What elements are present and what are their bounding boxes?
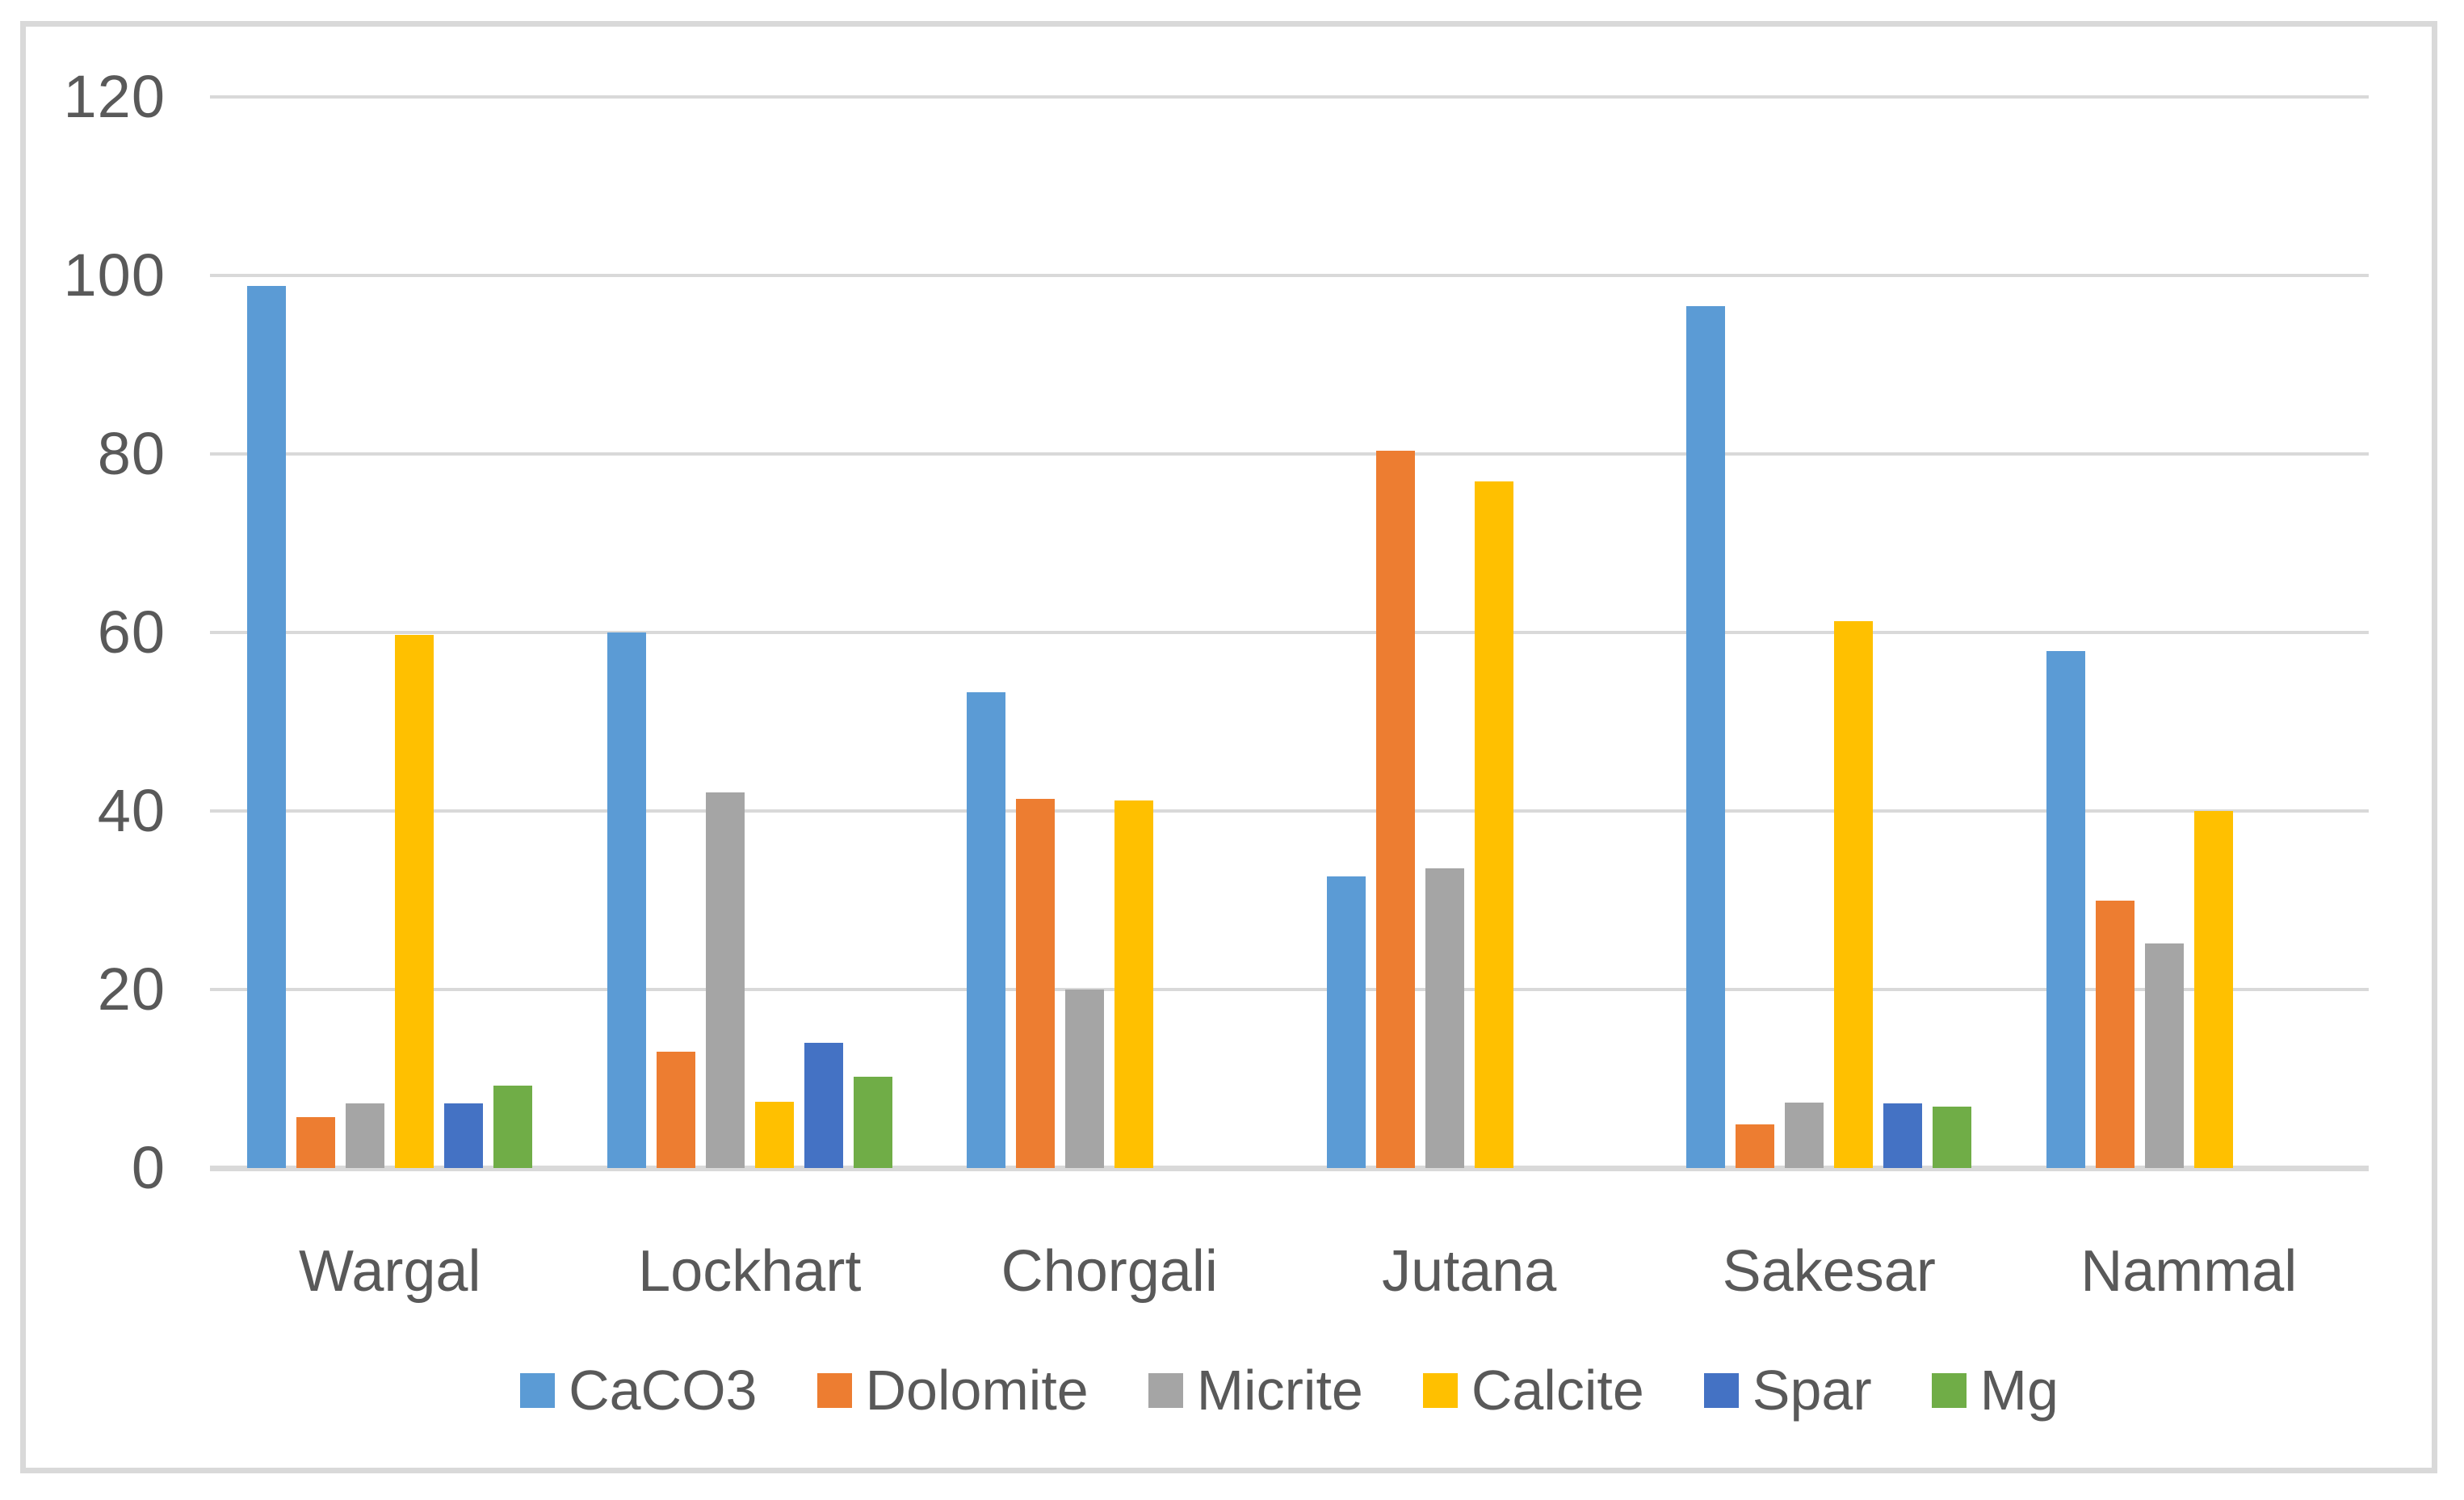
- legend-item-spar: Spar: [1703, 1359, 1872, 1422]
- bar-caco3-jutana: [1326, 876, 1366, 1168]
- bar-calcite-nammal: [2193, 811, 2233, 1168]
- bar-spar-wargal: [444, 1103, 484, 1168]
- x-category-label-wargal: Wargal: [299, 1239, 481, 1304]
- bar-caco3-chorgali: [967, 692, 1006, 1168]
- y-tick-label: 0: [131, 1134, 166, 1201]
- y-tick-label: 20: [97, 956, 166, 1023]
- legend-label: Spar: [1752, 1359, 1872, 1422]
- legend-swatch-icon: [520, 1372, 556, 1408]
- legend-label: Dolomite: [865, 1359, 1089, 1422]
- x-category-label-jutana: Jutana: [1382, 1239, 1557, 1304]
- legend-swatch-icon: [1703, 1372, 1739, 1408]
- legend-label: Micrite: [1196, 1359, 1363, 1422]
- gridline: [210, 809, 2369, 813]
- bar-micrite-wargal: [346, 1103, 385, 1168]
- bar-micrite-lockhart: [705, 792, 745, 1168]
- bar-caco3-nammal: [2046, 651, 2085, 1168]
- bar-calcite-chorgali: [1114, 800, 1154, 1168]
- legend-item-calcite: Calcite: [1422, 1359, 1644, 1422]
- bar-dolomite-lockhart: [656, 1052, 695, 1168]
- legend-label: Mg: [1979, 1359, 2059, 1422]
- bar-caco3-lockhart: [607, 632, 646, 1168]
- bar-dolomite-nammal: [2095, 900, 2134, 1168]
- bar-mg-wargal: [493, 1086, 533, 1168]
- legend-item-mg: Mg: [1931, 1359, 2059, 1422]
- bar-dolomite-wargal: [296, 1117, 336, 1168]
- x-axis-baseline: [210, 1165, 2369, 1171]
- legend-swatch-icon: [1422, 1372, 1458, 1408]
- legend-swatch-icon: [1148, 1372, 1183, 1408]
- x-category-label-chorgali: Chorgali: [1001, 1239, 1218, 1304]
- legend-item-micrite: Micrite: [1148, 1362, 1363, 1418]
- legend-label: Calcite: [1471, 1359, 1644, 1422]
- bar-calcite-jutana: [1474, 481, 1513, 1168]
- gridline: [210, 95, 2369, 99]
- bar-micrite-jutana: [1425, 868, 1464, 1168]
- y-tick-label: 40: [97, 777, 166, 844]
- legend-swatch-icon: [1931, 1372, 1967, 1408]
- bar-micrite-nammal: [2144, 943, 2184, 1168]
- bar-mg-lockhart: [853, 1077, 892, 1168]
- bar-dolomite-jutana: [1375, 450, 1415, 1168]
- gridline: [210, 988, 2369, 991]
- bar-spar-sakesar: [1883, 1103, 1923, 1168]
- bar-mg-sakesar: [1933, 1106, 1972, 1168]
- bar-micrite-chorgali: [1065, 989, 1105, 1168]
- legend-item-dolomite: Dolomite: [816, 1359, 1089, 1422]
- y-tick-label: 100: [63, 242, 166, 309]
- legend-item-caco3: CaCO3: [520, 1359, 758, 1422]
- bar-spar-lockhart: [804, 1043, 843, 1168]
- bar-caco3-sakesar: [1686, 305, 1726, 1168]
- bar-dolomite-chorgali: [1016, 798, 1056, 1168]
- bar-dolomite-sakesar: [1736, 1124, 1775, 1168]
- y-tick-label: 120: [63, 63, 166, 130]
- legend: CaCO3 Dolomite Micrite Calcite Spar Mg: [210, 1362, 2369, 1418]
- bar-caco3-wargal: [247, 286, 287, 1168]
- x-category-label-sakesar: Sakesar: [1722, 1239, 1936, 1304]
- gridline: [210, 452, 2369, 456]
- y-tick-label: 80: [97, 420, 166, 487]
- legend-swatch-icon: [816, 1372, 852, 1408]
- bar-calcite-sakesar: [1834, 620, 1874, 1168]
- x-category-label-lockhart: Lockhart: [638, 1239, 862, 1304]
- bar-calcite-wargal: [395, 635, 434, 1168]
- y-tick-label: 60: [97, 599, 166, 666]
- x-category-label-nammal: Nammal: [2080, 1239, 2298, 1304]
- gridline: [210, 631, 2369, 634]
- gridline: [210, 274, 2369, 277]
- bar-calcite-lockhart: [754, 1102, 794, 1168]
- legend-label: CaCO3: [569, 1359, 758, 1422]
- bar-micrite-sakesar: [1785, 1103, 1824, 1168]
